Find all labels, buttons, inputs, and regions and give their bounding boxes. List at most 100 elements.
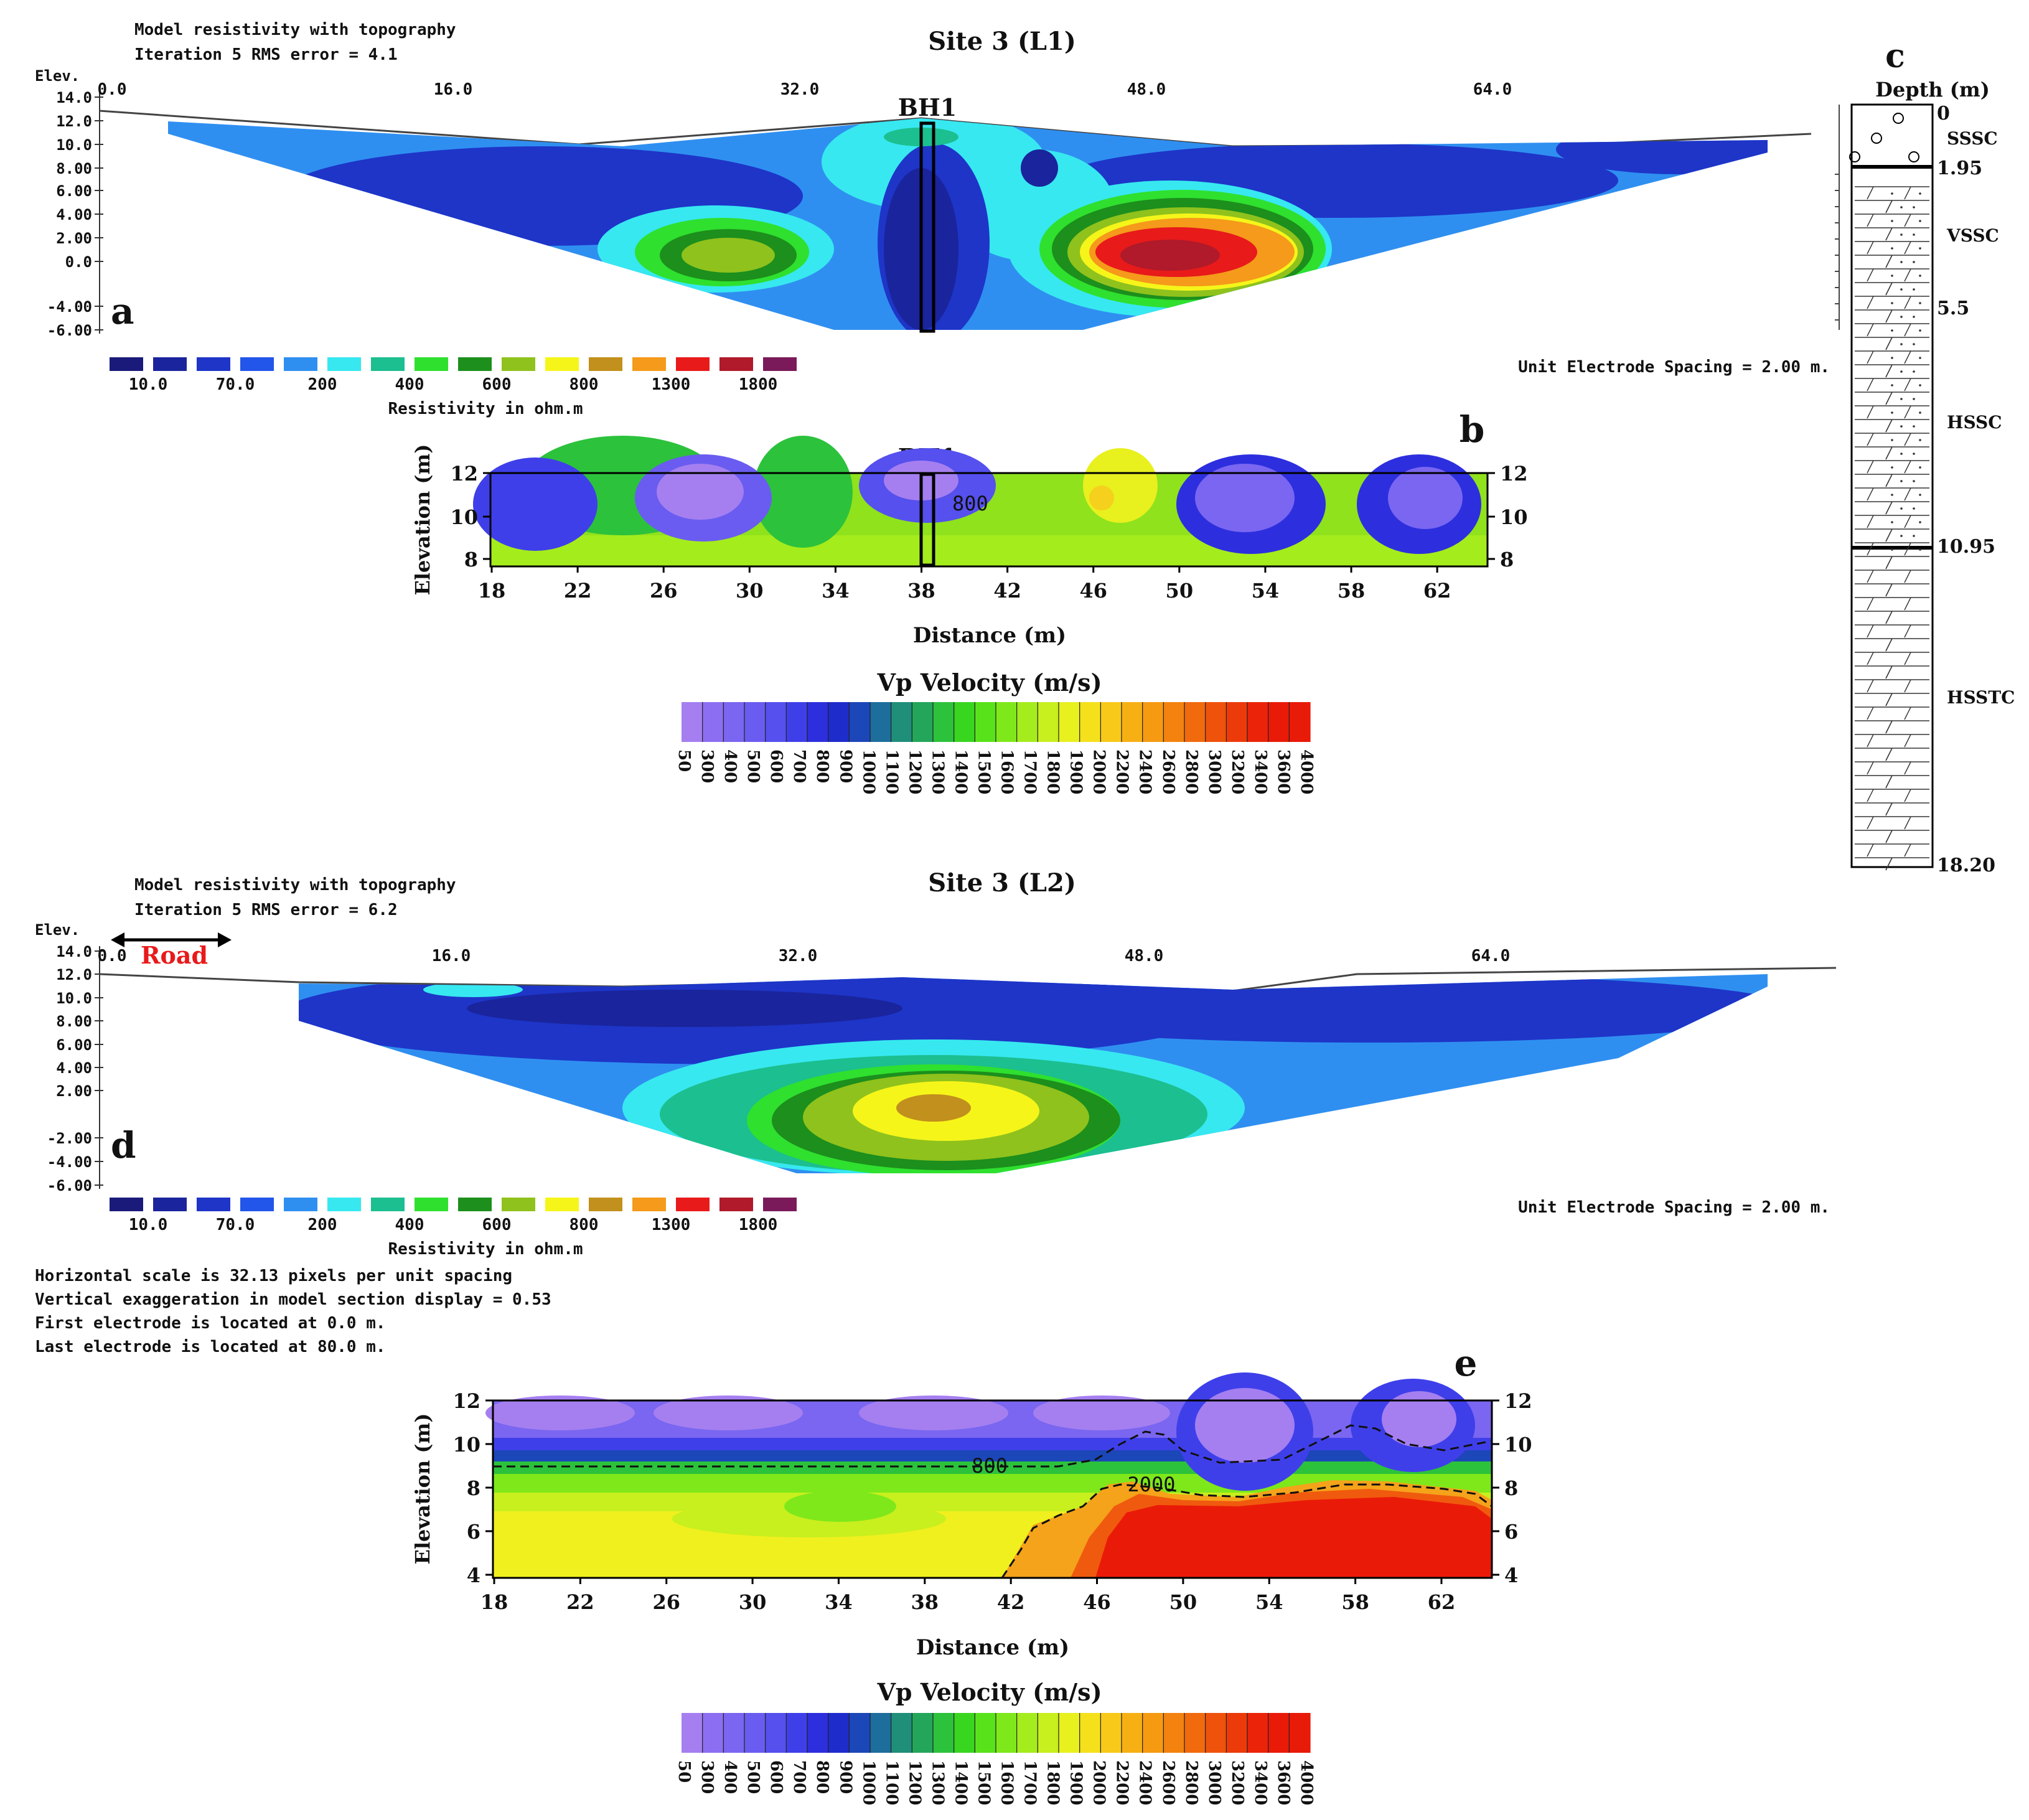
velocity-swatch: [1247, 1713, 1269, 1753]
velocity-swatch: [765, 1713, 787, 1753]
resistivity-swatch: [763, 1198, 797, 1211]
velocity-swatch: [996, 1713, 1018, 1753]
velocity-swatch: [1184, 1713, 1206, 1753]
resistivity-swatch: [545, 357, 579, 371]
velocity-scale-label: 2200: [1113, 1760, 1132, 1805]
resistivity-scale-label: 1800: [739, 375, 778, 394]
panel-e-velocity-section: [485, 1372, 1493, 1579]
y-tick-label-left: 4: [467, 1564, 480, 1587]
velocity-swatch: [1100, 702, 1122, 742]
velocity-swatch: [870, 1713, 892, 1753]
panel-d-elevation-axis: 14.0 12.0 10.0 8.00 6.00 4.00 2.00 -2.00 -4.00 -6…: [47, 943, 103, 1194]
elev-tick-label: 4.00: [56, 1059, 92, 1077]
panel-a: Model resistivity with topography Iterat…: [35, 21, 1830, 418]
y-tick-label-left: 12: [452, 1389, 480, 1413]
panel-e-xlabel: Distance (m): [916, 1635, 1069, 1660]
resistivity-swatch: [153, 357, 187, 371]
resistivity-swatch: [110, 1198, 143, 1211]
resistivity-swatch: [676, 1198, 710, 1211]
x-tick-label: 50: [1169, 1590, 1197, 1614]
resistivity-scale-label: 200: [308, 375, 337, 394]
y-tick-label-left: 6: [467, 1520, 480, 1544]
x-tick-label: 42: [997, 1590, 1025, 1614]
panel-d-note-1: Horizontal scale is 32.13 pixels per uni…: [35, 1267, 512, 1285]
resistivity-scale-label: 10.0: [129, 375, 168, 394]
borehole-log-column: [1835, 103, 1934, 871]
velocity-swatch: [975, 1713, 996, 1753]
resistivity-swatch: [153, 1198, 187, 1211]
x-tick-label: 38: [907, 579, 935, 603]
x-tick-label: 58: [1338, 579, 1366, 603]
panel-a-borehole-marker: [919, 121, 935, 333]
velocity-swatch: [1289, 1713, 1311, 1753]
velocity-swatch: [1142, 1713, 1164, 1753]
velocity-scale-label: 2400: [1136, 1760, 1155, 1805]
unit-hssc: HSSC: [1947, 412, 2002, 433]
velocity-swatch: [1163, 1713, 1185, 1753]
velocity-swatch: [828, 1713, 850, 1753]
road-label: Road: [141, 941, 208, 969]
panel-c: c Depth (m) 0 1.95 5.5 10.95 18.20 SSSC …: [1835, 37, 2015, 876]
velocity-swatch: [1122, 1713, 1143, 1753]
x-tick-label: 38: [911, 1590, 939, 1614]
velocity-scale-label: 4000: [1297, 749, 1316, 794]
panel-d-scale-title: Resistivity in ohm.m: [388, 1240, 583, 1259]
resistivity-swatch: [589, 1198, 622, 1211]
x-tick-label: 62: [1428, 1590, 1456, 1614]
panel-b: b BH1 800 182226303438424650545862121210…: [411, 408, 1528, 794]
resistivity-scale-label: 200: [308, 1216, 337, 1234]
velocity-swatch: [1226, 702, 1248, 742]
resistivity-scale-label: 800: [569, 1216, 599, 1234]
velocity-scale-label: 2800: [1182, 749, 1201, 794]
velocity-scale-label: 500: [744, 749, 762, 783]
resistivity-swatch: [502, 357, 535, 371]
velocity-scale-label: 2600: [1159, 749, 1178, 794]
panel-a-letter: a: [111, 290, 134, 332]
y-tick-label-left: 10: [450, 505, 478, 529]
road-arrow: [111, 932, 232, 947]
panel-d-note-3: First electrode is located at 0.0 m.: [35, 1314, 386, 1333]
depth-10-95: 10.95: [1937, 536, 1995, 558]
x-tick-label: 46: [1079, 579, 1107, 603]
x-tick-label: 18: [478, 579, 506, 603]
panel-b-ylabel: Elevation (m): [411, 444, 434, 595]
panel-b-borehole-marker: [919, 472, 935, 567]
velocity-scale-label: 1400: [951, 1760, 970, 1805]
velocity-scale-label: 2000: [1090, 749, 1108, 794]
elev-tick-label: 12.0: [56, 966, 92, 983]
x-tick-label: 64.0: [1473, 80, 1512, 99]
velocity-swatch: [1142, 702, 1164, 742]
velocity-scale-label: 3200: [1228, 749, 1247, 794]
velocity-scale-label: 50: [675, 1760, 693, 1783]
elev-tick-label: 8.00: [56, 1013, 92, 1030]
x-tick-label: 30: [739, 1590, 767, 1614]
velocity-scale-label: 2600: [1159, 1760, 1178, 1805]
velocity-scale-label: 800: [813, 1760, 832, 1794]
unit-vssc: VSSC: [1946, 225, 1999, 246]
x-tick-label: 16.0: [434, 80, 473, 99]
velocity-swatch: [849, 702, 871, 742]
panel-a-resistivity-section: [168, 118, 1768, 330]
velocity-scale-label: 1800: [1044, 749, 1062, 794]
velocity-scale-label: 1100: [882, 749, 901, 794]
panel-d-x-axis: 0.0 16.0 32.0 48.0 64.0: [98, 947, 1511, 965]
resistivity-swatch: [327, 357, 361, 371]
velocity-swatch: [1038, 1713, 1059, 1753]
velocity-swatch: [723, 702, 745, 742]
resistivity-swatch: [327, 1198, 361, 1211]
panel-e-axes: 18 22 26 30 34 38 42 46 50 54 58 62 12 12 10 10 8 8 6 6 4 4: [452, 1389, 1532, 1614]
x-tick-label: 34: [822, 579, 850, 603]
depth-0: 0: [1937, 103, 1950, 124]
elev-tick-label: 10.0: [56, 136, 92, 154]
velocity-scale-label: 1000: [859, 1760, 878, 1805]
resistivity-swatch: [545, 1198, 579, 1211]
panel-d-electrode-spacing: Unit Electrode Spacing = 2.00 m.: [1518, 1198, 1830, 1217]
resistivity-scale-label: 1300: [652, 375, 691, 394]
resistivity-scale-label: 10.0: [129, 1216, 168, 1234]
velocity-swatch: [1289, 702, 1311, 742]
panel-a-resistivity-colorscale: 10.0 70.0 200 400 600 800 1300 1800: [110, 357, 797, 394]
resistivity-swatch: [240, 357, 274, 371]
x-tick-label: 42: [993, 579, 1021, 603]
y-tick-label-right: 8: [1504, 1476, 1518, 1500]
resistivity-swatch: [458, 1198, 492, 1211]
